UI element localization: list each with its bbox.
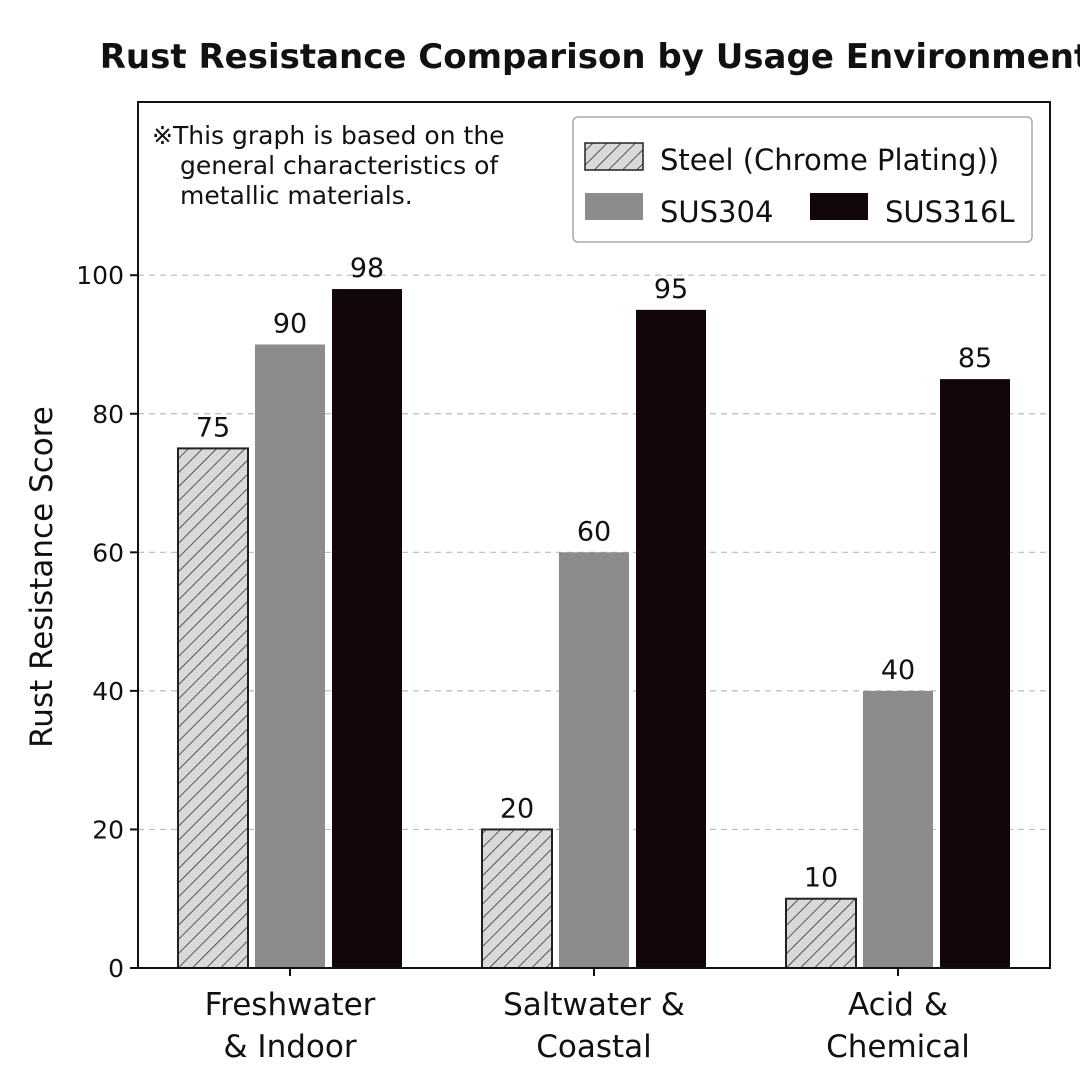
bar-value-labels: 75 90 98 20 60 95 10 40 85 bbox=[196, 253, 992, 894]
x-tick-label: Coastal bbox=[536, 1029, 652, 1065]
note-line: metallic materials. bbox=[180, 181, 413, 210]
legend-swatch bbox=[810, 193, 868, 220]
bar-sus316l-0 bbox=[332, 289, 402, 968]
legend-swatch bbox=[585, 193, 643, 220]
bar-value-label: 98 bbox=[350, 253, 384, 284]
y-axis-label: Rust Resistance Score bbox=[24, 406, 60, 748]
bar-steel-chrome-plating-2 bbox=[785, 897, 857, 969]
bar-value-label: 85 bbox=[958, 343, 992, 374]
y-axis-ticks: 0 20 40 60 80 100 bbox=[76, 261, 138, 983]
legend-box bbox=[572, 116, 1033, 243]
legend-label: SUS304 bbox=[660, 195, 773, 229]
legend-swatch bbox=[584, 142, 644, 171]
legend: Steel (Chrome Plating)) SUS304 SUS316L bbox=[572, 116, 1033, 243]
x-tick-label: Chemical bbox=[826, 1029, 970, 1065]
bar-steel-chrome-plating-0 bbox=[177, 447, 249, 969]
bar-value-label: 60 bbox=[577, 516, 611, 547]
legend-label: Steel (Chrome Plating)) bbox=[660, 143, 999, 177]
y-tick-label: 40 bbox=[92, 677, 124, 706]
bar-value-label: 90 bbox=[273, 308, 307, 339]
bar-value-label: 95 bbox=[654, 274, 688, 305]
y-tick-label: 20 bbox=[92, 815, 124, 844]
y-tick-label: 0 bbox=[108, 954, 124, 983]
chart-title: Rust Resistance Comparison by Usage Envi… bbox=[100, 37, 1080, 77]
bar-steel-chrome-plating-1 bbox=[481, 828, 553, 969]
note-line: general characteristics of bbox=[180, 151, 499, 180]
bar-sus304-2 bbox=[863, 690, 933, 968]
y-tick-label: 100 bbox=[76, 261, 124, 290]
x-tick-label: Saltwater & bbox=[503, 987, 685, 1023]
x-tick-label: Acid & bbox=[848, 987, 948, 1023]
plot-frame bbox=[137, 101, 1051, 969]
x-tick-label: & Indoor bbox=[223, 1029, 356, 1065]
bar-value-label: 10 bbox=[804, 863, 838, 894]
bar-sus304-1 bbox=[559, 552, 629, 968]
note-line: ※This graph is based on the bbox=[152, 121, 505, 150]
bar-value-label: 75 bbox=[196, 412, 230, 443]
bar-sus316l-2 bbox=[940, 379, 1010, 968]
bar-sus304-0 bbox=[255, 344, 325, 969]
bar-sus316l-1 bbox=[636, 309, 706, 969]
bar-value-label: 20 bbox=[500, 793, 534, 824]
legend-label: SUS316L bbox=[885, 195, 1015, 229]
y-tick-label: 60 bbox=[92, 538, 124, 567]
x-axis-ticks: Freshwater & Indoor Saltwater & Coastal Acid… bbox=[205, 968, 970, 1065]
bars bbox=[177, 289, 1010, 969]
bar-value-label: 40 bbox=[881, 655, 915, 686]
y-tick-label: 80 bbox=[92, 400, 124, 429]
x-tick-label: Freshwater bbox=[205, 987, 376, 1023]
